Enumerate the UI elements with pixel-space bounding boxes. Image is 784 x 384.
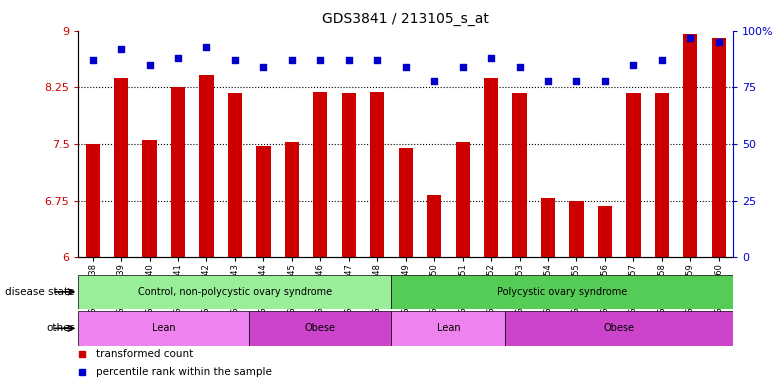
Point	[627, 61, 640, 68]
Text: Polycystic ovary syndrome: Polycystic ovary syndrome	[497, 287, 627, 297]
Bar	[626, 93, 641, 257]
Bar	[513, 93, 527, 257]
Text: Control, non-polycystic ovary syndrome: Control, non-polycystic ovary syndrome	[138, 287, 332, 297]
Point	[229, 57, 241, 63]
Point	[399, 64, 412, 70]
Bar	[85, 144, 100, 257]
Bar	[712, 38, 726, 257]
Bar	[569, 200, 583, 257]
Point	[343, 57, 355, 63]
Point	[485, 55, 497, 61]
Point	[456, 64, 469, 70]
Bar	[456, 142, 470, 257]
Bar	[114, 78, 129, 257]
Point	[655, 57, 668, 63]
Bar	[541, 199, 555, 257]
Text: other: other	[46, 323, 74, 333]
Point	[713, 39, 725, 45]
Point	[428, 78, 441, 84]
Bar	[655, 93, 669, 257]
Point	[371, 57, 383, 63]
Point	[285, 57, 298, 63]
Point	[514, 64, 526, 70]
Text: Obese: Obese	[604, 323, 635, 333]
Text: GDS3841 / 213105_s_at: GDS3841 / 213105_s_at	[322, 12, 489, 25]
Point	[542, 78, 554, 84]
Point	[200, 43, 212, 50]
Bar	[78, 311, 249, 346]
Point	[314, 57, 327, 63]
Point	[684, 35, 697, 41]
Bar	[391, 275, 733, 309]
Bar	[398, 148, 413, 257]
Point	[570, 78, 583, 84]
Point	[172, 55, 184, 61]
Bar	[484, 78, 498, 257]
Text: Obese: Obese	[305, 323, 336, 333]
Bar	[506, 311, 733, 346]
Bar	[143, 140, 157, 257]
Bar	[314, 92, 328, 257]
Text: percentile rank within the sample: percentile rank within the sample	[96, 366, 272, 377]
Text: disease state: disease state	[5, 287, 74, 297]
Text: Lean: Lean	[152, 323, 176, 333]
Point	[257, 64, 270, 70]
Bar	[228, 93, 242, 257]
Bar	[256, 146, 270, 257]
Text: Lean: Lean	[437, 323, 460, 333]
Bar	[249, 311, 391, 346]
Point	[86, 57, 99, 63]
Bar	[598, 206, 612, 257]
Bar	[171, 87, 185, 257]
Bar	[199, 74, 213, 257]
Bar	[285, 142, 299, 257]
Point	[114, 46, 127, 52]
Bar	[78, 275, 391, 309]
Point	[143, 61, 156, 68]
Bar	[370, 92, 384, 257]
Bar	[683, 35, 698, 257]
Bar	[427, 195, 441, 257]
Bar	[342, 93, 356, 257]
Bar	[391, 311, 506, 346]
Point	[599, 78, 612, 84]
Text: transformed count: transformed count	[96, 349, 194, 359]
